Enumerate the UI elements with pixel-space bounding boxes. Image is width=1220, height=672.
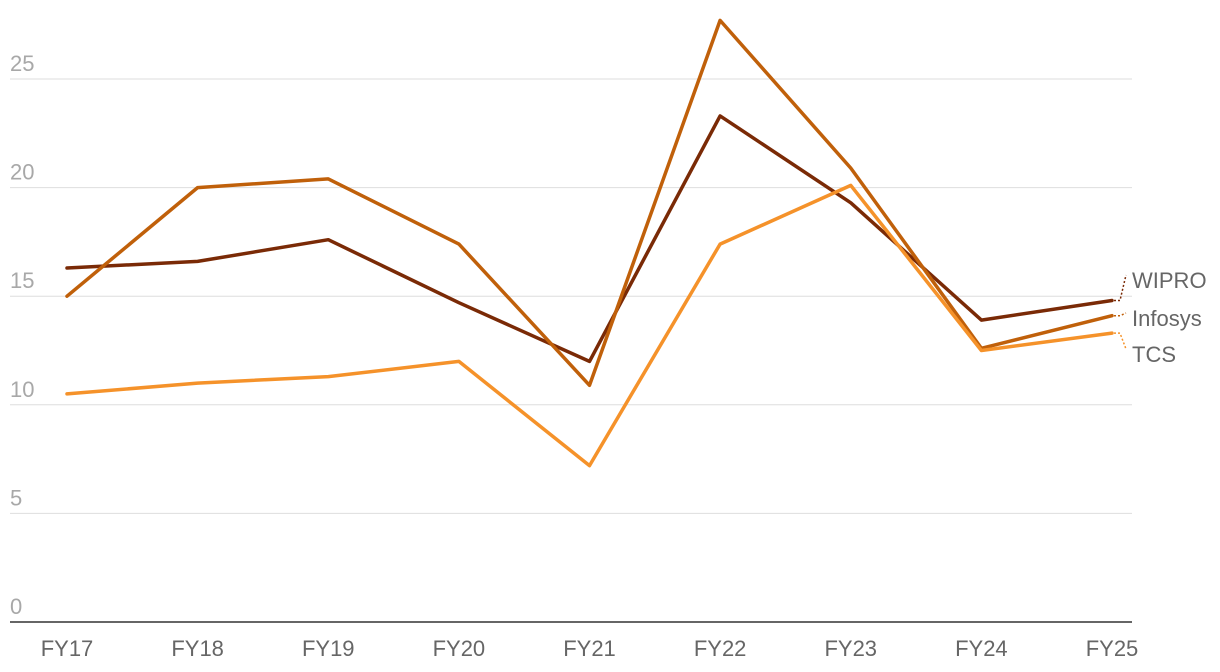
series-line-tcs [65,183,1114,468]
x-tick-label: FY25 [1086,636,1139,661]
series-label-leader [1114,332,1127,350]
series-line-wipro [65,114,1114,364]
x-tick-label: FY18 [171,636,224,661]
x-tick-label: FY22 [694,636,747,661]
gridlines [10,78,1132,514]
y-tick-label: 10 [10,377,34,402]
series-direct-labels: WIPRO Infosys TCS [1114,268,1207,367]
series-label-infosys: Infosys [1132,306,1202,331]
series-label-leader [1114,274,1127,302]
series-lines [65,18,1114,468]
series-line-infosys [65,18,1114,388]
y-tick-label: 5 [10,485,22,510]
series-label-wipro: WIPRO [1132,268,1207,293]
x-axis-tick-labels: FY17 FY18 FY19 FY20 FY21 FY22 FY23 FY24 FY25 [41,636,1139,661]
x-tick-label: FY20 [433,636,486,661]
y-axis-tick-labels: 0 5 10 15 20 25 [10,51,34,619]
y-tick-label: 0 [10,594,22,619]
y-tick-label: 15 [10,268,34,293]
x-tick-label: FY23 [824,636,877,661]
x-tick-label: FY21 [563,636,616,661]
y-tick-label: 25 [10,51,34,76]
x-tick-label: FY19 [302,636,355,661]
x-tick-label: FY17 [41,636,94,661]
series-label-tcs: TCS [1132,342,1176,367]
x-tick-label: FY24 [955,636,1008,661]
y-tick-label: 20 [10,160,34,185]
series-label-leader [1114,312,1127,317]
